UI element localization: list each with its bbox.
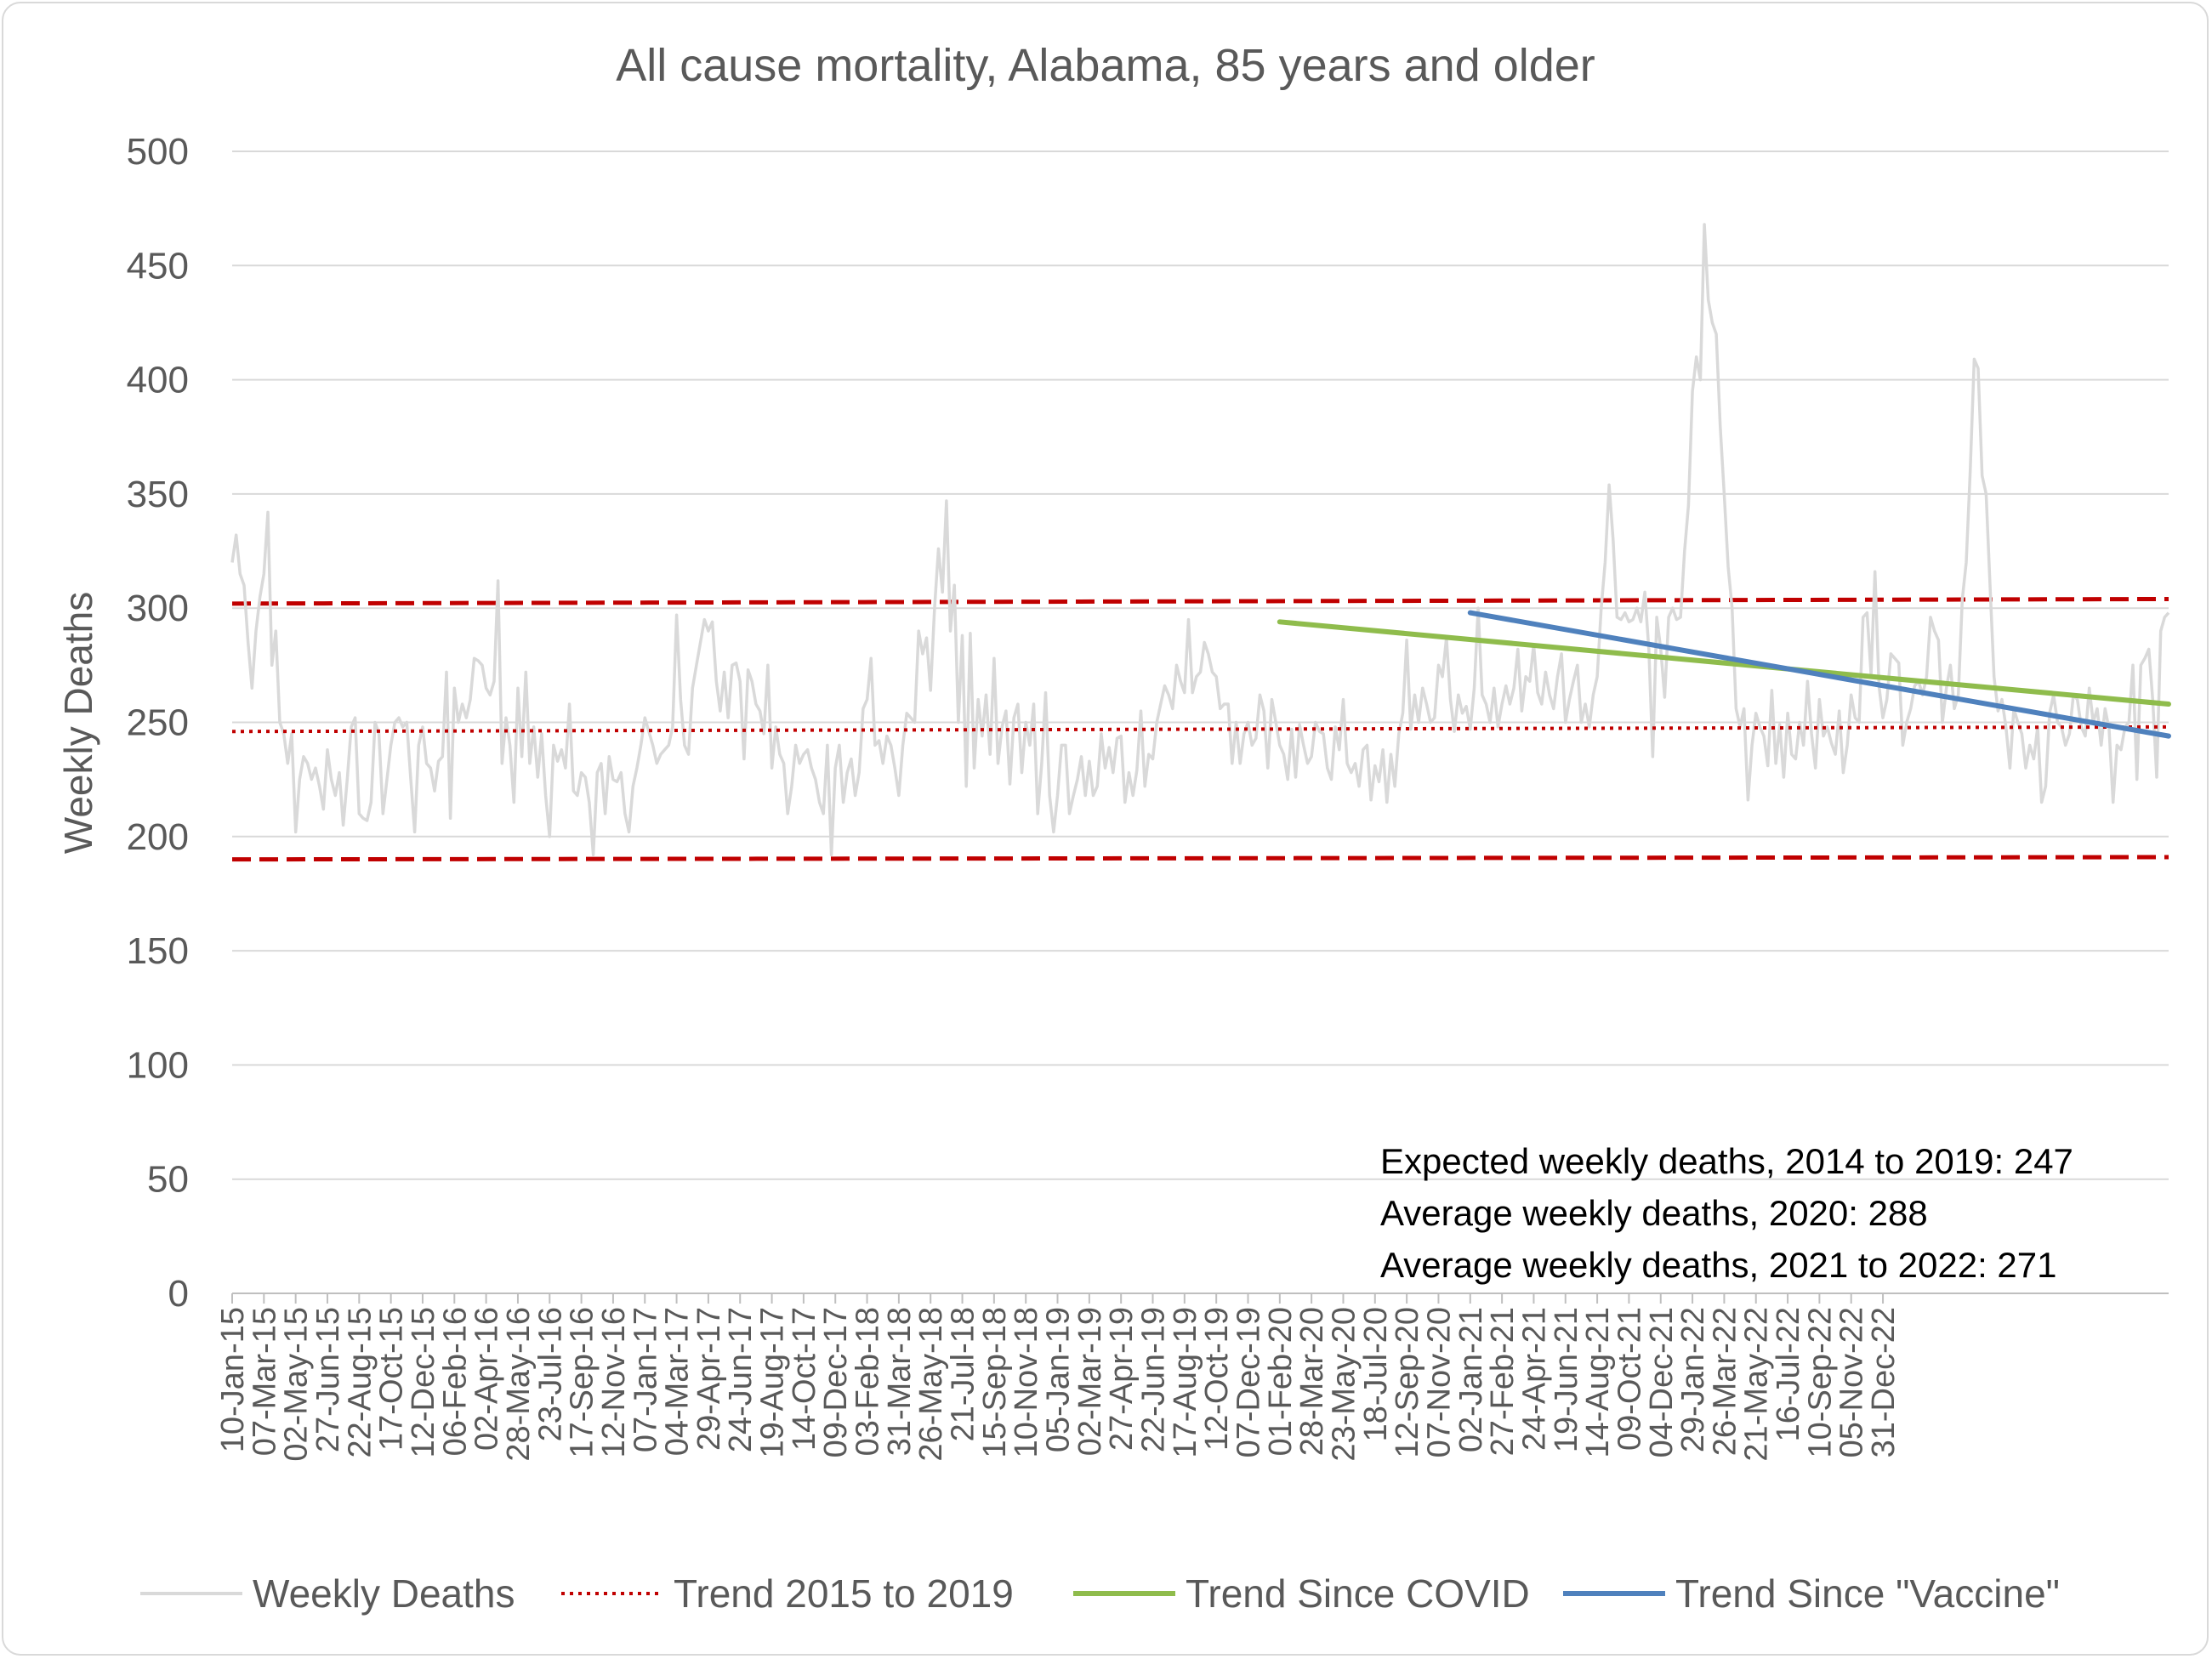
band-line: [231, 596, 2169, 606]
series-trend-since-covid: [1277, 619, 2171, 707]
x-tick-label: 21-Jul-18: [946, 1307, 981, 1441]
x-tick-label: 01-Feb-20: [1263, 1307, 1299, 1456]
y-tick-label: 0: [168, 1273, 189, 1315]
x-tick-label: 22-Jun-19: [1136, 1307, 1172, 1452]
x-tick-label: 15-Sep-18: [977, 1307, 1013, 1457]
x-tick-label: 29-Jan-22: [1675, 1307, 1711, 1452]
legend-label: Trend 2015 to 2019: [674, 1571, 1014, 1616]
x-tick-label: 24-Jun-17: [723, 1307, 759, 1452]
legend: Weekly Deaths Trend 2015 to 2019 Trend Sin…: [140, 1571, 2060, 1616]
x-tick-label: 23-Jul-16: [532, 1307, 568, 1441]
x-tick-label: 14-Aug-21: [1580, 1307, 1616, 1457]
y-tick-label: 500: [127, 131, 189, 173]
x-tick-label: 02-May-15: [279, 1307, 315, 1462]
x-tick-label: 27-Feb-21: [1485, 1307, 1521, 1456]
series-trend-since-vaccine: [1467, 610, 2171, 739]
y-tick-label: 300: [127, 588, 189, 629]
x-tick-label: 26-Mar-22: [1707, 1307, 1743, 1456]
x-tick-label: 27-Jun-15: [310, 1307, 346, 1452]
annotations: Expected weekly deaths, 2014 to 2019: 24…: [1380, 1141, 2073, 1285]
x-tick-label: 23-May-20: [1326, 1307, 1362, 1462]
x-tick-label: 28-May-16: [501, 1307, 537, 1462]
x-tick-label: 10-Sep-22: [1802, 1307, 1838, 1457]
x-tick-label: 12-Nov-16: [596, 1307, 632, 1457]
x-tick-label: 18-Jul-20: [1358, 1307, 1394, 1441]
x-tick-label: 21-May-22: [1739, 1307, 1775, 1462]
annotation-text: Expected weekly deaths, 2014 to 2019: 24…: [1380, 1141, 2073, 1181]
band-line: [231, 855, 2169, 862]
band-lines: [231, 596, 2169, 862]
series-lines: [230, 223, 2171, 857]
y-tick-label: 100: [127, 1044, 189, 1086]
x-tick-labels: 10-Jan-1507-Mar-1502-May-1527-Jun-1522-A…: [215, 1293, 1902, 1462]
x-tick-label: 09-Oct-21: [1612, 1307, 1647, 1451]
y-axis-label: Weekly Deaths: [56, 592, 100, 855]
chart-title: All cause mortality, Alabama, 85 years a…: [616, 40, 1595, 91]
x-tick-label: 06-Feb-16: [437, 1307, 473, 1456]
x-tick-label: 07-Jan-17: [628, 1307, 663, 1452]
x-tick-label: 17-Oct-15: [374, 1307, 410, 1451]
legend-label: Weekly Deaths: [253, 1571, 515, 1616]
annotation-text: Average weekly deaths, 2020: 288: [1380, 1193, 1928, 1233]
series-weekly-deaths: [230, 223, 2170, 857]
gridlines: [232, 151, 2169, 1294]
x-tick-label: 28-Mar-20: [1294, 1307, 1330, 1456]
x-tick-label: 29-Apr-17: [691, 1307, 727, 1451]
x-tick-label: 07-Dec-19: [1231, 1307, 1266, 1457]
y-tick-label: 250: [127, 702, 189, 744]
y-tick-label: 450: [127, 245, 189, 287]
x-tick-label: 12-Dec-15: [406, 1307, 441, 1457]
x-tick-label: 10-Nov-18: [1009, 1307, 1044, 1457]
y-tick-labels: 0 50 100 150 200 250 300 350 400 450 500: [127, 131, 189, 1315]
x-tick-label: 07-Mar-15: [247, 1307, 282, 1456]
y-tick-label: 350: [127, 474, 189, 515]
y-tick-label: 150: [127, 930, 189, 972]
x-tick-label: 10-Jan-15: [215, 1307, 251, 1452]
x-tick-label: 04-Dec-21: [1644, 1307, 1680, 1457]
x-tick-label: 02-Jan-21: [1453, 1307, 1489, 1452]
x-tick-label: 03-Feb-18: [850, 1307, 886, 1456]
x-tick-label: 12-Oct-19: [1199, 1307, 1235, 1451]
x-tick-label: 24-Apr-21: [1516, 1307, 1552, 1451]
legend-label: Trend Since "Vaccine": [1675, 1571, 2060, 1616]
x-tick-label: 26-May-18: [913, 1307, 949, 1462]
annotation-text: Average weekly deaths, 2021 to 2022: 271: [1380, 1245, 2056, 1285]
x-tick-label: 07-Nov-20: [1421, 1307, 1457, 1457]
x-tick-label: 12-Sep-20: [1390, 1307, 1425, 1457]
x-tick-label: 14-Oct-17: [787, 1307, 822, 1451]
y-tick-label: 50: [147, 1159, 189, 1201]
x-tick-label: 31-Dec-22: [1866, 1307, 1902, 1457]
x-tick-label: 17-Aug-19: [1168, 1307, 1203, 1457]
legend-label: Trend Since COVID: [1186, 1571, 1530, 1616]
x-tick-label: 16-Jul-22: [1771, 1307, 1806, 1441]
x-tick-label: 09-Dec-17: [818, 1307, 854, 1457]
y-tick-label: 400: [127, 360, 189, 401]
x-tick-label: 04-Mar-17: [660, 1307, 696, 1456]
x-tick-label: 02-Mar-19: [1072, 1307, 1108, 1456]
x-tick-label: 05-Nov-22: [1834, 1307, 1870, 1457]
x-tick-label: 05-Jan-19: [1041, 1307, 1077, 1452]
x-tick-label: 31-Mar-18: [882, 1307, 918, 1456]
x-tick-label: 17-Sep-16: [565, 1307, 600, 1457]
x-tick-label: 02-Apr-16: [469, 1307, 505, 1451]
x-tick-label: 27-Apr-19: [1104, 1307, 1140, 1451]
x-tick-label: 19-Aug-17: [755, 1307, 791, 1457]
x-tick-label: 22-Aug-15: [342, 1307, 378, 1457]
y-tick-label: 200: [127, 816, 189, 858]
x-tick-label: 19-Jun-21: [1549, 1307, 1584, 1452]
